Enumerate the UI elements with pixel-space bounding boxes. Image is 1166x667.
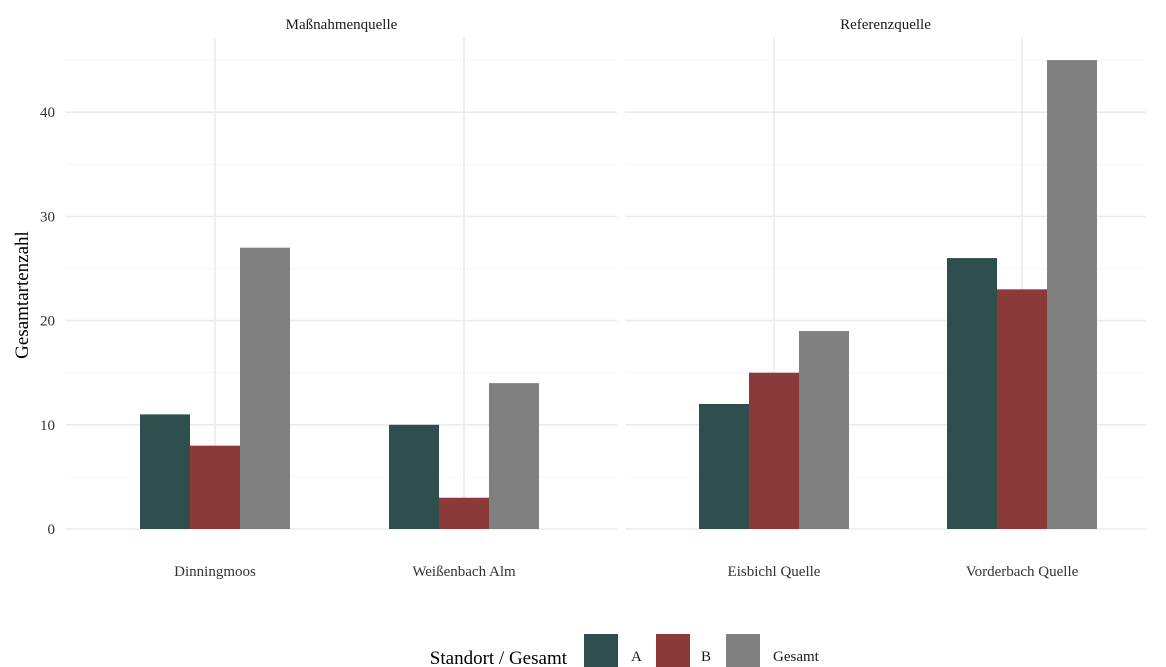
bar-b bbox=[749, 372, 799, 529]
x-tick-label: Vorderbach Quelle bbox=[966, 564, 1079, 580]
bar-gesamt bbox=[240, 247, 290, 529]
y-axis-title: Gesamtartenzahl bbox=[12, 231, 33, 359]
y-tick-label: 40 bbox=[40, 105, 55, 121]
bar-gesamt bbox=[489, 383, 539, 529]
legend-key-b bbox=[656, 634, 690, 667]
bar-a bbox=[947, 258, 997, 529]
bar-gesamt bbox=[799, 331, 849, 529]
legend-title: Standort / Gesamt bbox=[430, 648, 568, 667]
x-tick-label: Dinningmoos bbox=[174, 564, 256, 580]
legend-label: Gesamt bbox=[773, 649, 820, 665]
bar-b bbox=[190, 445, 240, 529]
bar-layer bbox=[140, 60, 1097, 529]
bar-b bbox=[439, 497, 489, 529]
x-tick-label: Eisbichl Quelle bbox=[728, 564, 821, 580]
bar-gesamt bbox=[1047, 60, 1097, 529]
y-tick-label: 30 bbox=[40, 209, 55, 225]
label-layer: Maßnahmenquelle Dinningmoos Weißenbach Alm… bbox=[40, 17, 1079, 580]
legend-key-gesamt bbox=[726, 634, 760, 667]
bar-a bbox=[699, 403, 749, 529]
y-tick-label: 20 bbox=[40, 314, 55, 330]
legend: Standort / Gesamt A B Gesamt bbox=[430, 634, 820, 667]
panel-title: Maßnahmenquelle bbox=[286, 17, 398, 33]
y-tick-label: 0 bbox=[48, 522, 56, 538]
legend-label: A bbox=[631, 649, 642, 665]
bar-b bbox=[997, 289, 1047, 529]
x-tick-label: Weißenbach Alm bbox=[412, 564, 516, 580]
bar-a bbox=[389, 424, 439, 529]
legend-key-a bbox=[584, 634, 618, 667]
panel-title: Referenzquelle bbox=[840, 17, 931, 33]
bar-a bbox=[140, 414, 190, 529]
legend-label: B bbox=[701, 649, 711, 665]
y-tick-label: 10 bbox=[40, 418, 55, 434]
